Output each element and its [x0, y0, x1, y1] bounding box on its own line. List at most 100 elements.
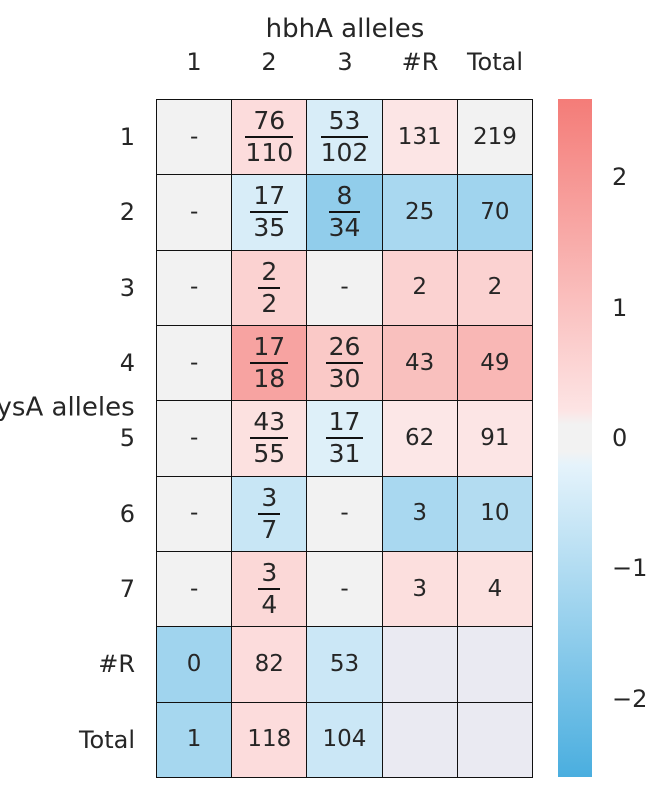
cell-value: - [189, 123, 199, 150]
fraction-numerator: 43 [253, 407, 286, 437]
cell-value: 1 [186, 726, 202, 753]
heatmap-cell-r9-c5 [456, 701, 533, 778]
heatmap-cell-r8-c2: 82 [231, 626, 308, 703]
col-label-3: 3 [337, 48, 353, 76]
fraction-bar [258, 588, 281, 591]
y-axis-title: lysA alleles [0, 392, 135, 423]
colorbar-tick-label: 2 [612, 163, 628, 192]
fraction-numerator: 8 [336, 181, 353, 211]
heatmap-cell-r2-c1: - [156, 174, 233, 251]
heatmap-cell-r4-c2: 17 18 [231, 325, 308, 402]
heatmap-cell-r3-c5: 2 [456, 249, 533, 326]
cell-value: 131 [397, 123, 442, 150]
cell-value: 43 [405, 349, 435, 376]
fraction-bar [325, 362, 364, 365]
fraction-bar [325, 437, 364, 440]
cell-fraction: 17 35 [250, 181, 289, 242]
cell-value: 91 [480, 424, 510, 451]
row-label-7: 7 [119, 575, 135, 603]
heatmap-cell-r3-c1: - [156, 249, 233, 326]
heatmap-cell-r2-c5: 70 [456, 174, 533, 251]
heatmap-cell-r7-c5: 4 [456, 551, 533, 628]
heatmap-cell-r5-c5: 91 [456, 400, 533, 477]
col-label-2: 2 [261, 48, 277, 76]
cell-value: - [340, 500, 349, 527]
colorbar-tick-label: 0 [612, 424, 628, 452]
heatmap-cell-r8-c4 [381, 626, 458, 703]
fraction-denominator: 4 [261, 590, 278, 620]
colorbar-tick-label: −2 [612, 684, 648, 713]
fraction-denominator: 2 [261, 288, 278, 318]
heatmap-cell-r7-c4: 3 [381, 551, 458, 628]
cell-value: - [189, 424, 199, 451]
heatmap-cell-r3-c3: - [306, 249, 383, 326]
cell-value: 82 [254, 650, 284, 677]
heatmap-cell-r5-c1: - [156, 400, 233, 477]
heatmap-cell-r2-c4: 25 [381, 174, 458, 251]
col-label-1: 1 [186, 48, 202, 76]
heatmap-cell-r4-c1: - [156, 325, 233, 402]
cell-fraction: 17 31 [325, 408, 364, 468]
heatmap-cell-r1-c5: 219 [456, 99, 533, 176]
fraction-numerator: 3 [261, 482, 278, 512]
heatmap-cell-r3-c4: 2 [381, 249, 458, 326]
cell-value: 118 [247, 726, 292, 753]
cell-value: - [189, 349, 199, 376]
fraction-denominator: 7 [261, 514, 278, 544]
heatmap-grid: -76 110 53 102 131 219-17 35 8 34 25 70-2 2-2 2-17 18… [156, 99, 533, 778]
cell-value: 104 [322, 726, 367, 753]
cell-value: 49 [480, 349, 510, 376]
heatmap-cell-r2-c3: 8 34 [306, 174, 383, 251]
colorbar-tick-label: −1 [612, 554, 648, 583]
cell-value: 219 [472, 123, 517, 150]
heatmap-cell-r8-c3: 53 [306, 626, 383, 703]
heatmap-cell-r5-c3: 17 31 [306, 400, 383, 477]
x-axis-title: hbhA alleles [265, 14, 425, 44]
fraction-numerator: 17 [253, 181, 286, 211]
cell-value: 3 [412, 500, 427, 527]
fraction-numerator: 2 [261, 256, 278, 286]
heatmap-cell-r8-c1: 0 [156, 626, 233, 703]
fraction-numerator: 3 [261, 557, 278, 587]
col-label-r: #R [401, 48, 439, 76]
cell-fraction: 76 110 [245, 107, 294, 167]
cell-value: 4 [487, 575, 503, 602]
heatmap-cell-r4-c4: 43 [381, 325, 458, 402]
cell-value: - [189, 575, 199, 602]
heatmap-cell-r2-c2: 17 35 [231, 174, 308, 251]
row-label-5: 5 [119, 424, 135, 452]
col-label-total: Total [466, 48, 524, 76]
cell-value: 2 [412, 274, 427, 301]
cell-value: - [189, 500, 199, 527]
cell-value: 0 [186, 650, 202, 677]
fraction-denominator: 30 [328, 364, 361, 394]
heatmap-cell-r9-c3: 104 [306, 701, 383, 778]
fraction-bar [250, 437, 289, 440]
heatmap-cell-r7-c3: - [306, 551, 383, 628]
fraction-numerator: 17 [253, 331, 286, 361]
heatmap-cell-r9-c4 [381, 701, 458, 778]
cell-value: - [189, 274, 199, 301]
fraction-denominator: 18 [253, 364, 286, 394]
heatmap-cell-r9-c1: 1 [156, 701, 233, 778]
fraction-bar [320, 136, 369, 139]
fraction-denominator: 34 [328, 213, 361, 243]
heatmap-cell-r1-c4: 131 [381, 99, 458, 176]
heatmap-cell-r6-c3: - [306, 475, 383, 552]
heatmap-cell-r9-c2: 118 [231, 701, 308, 778]
heatmap-cell-r6-c5: 10 [456, 475, 533, 552]
row-label-total: Total [78, 726, 135, 754]
cell-value: - [189, 198, 199, 225]
heatmap-cell-r1-c1: - [156, 99, 233, 176]
heatmap-cell-r8-c5 [456, 626, 533, 703]
row-label-4: 4 [119, 349, 135, 377]
colorbar-tick-label: 1 [612, 293, 628, 322]
colorbar [558, 99, 592, 777]
fraction-bar [250, 211, 289, 214]
